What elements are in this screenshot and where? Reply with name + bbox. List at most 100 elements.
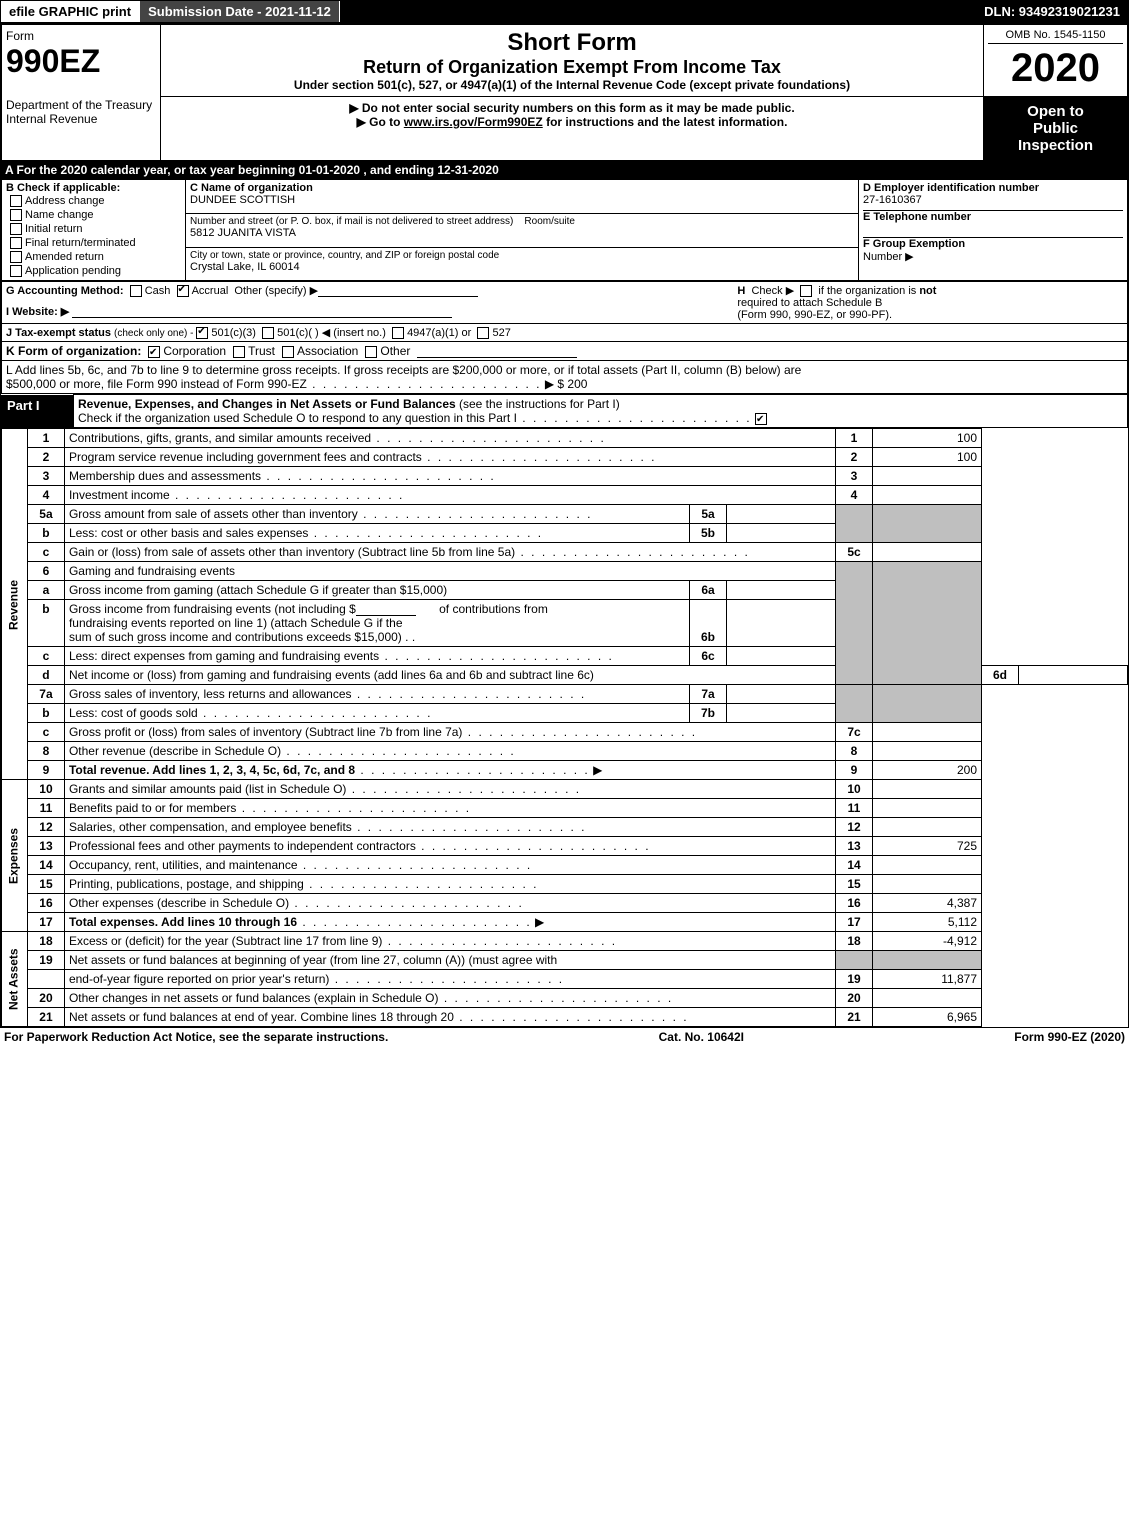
section-c-label: C Name of organization (190, 182, 854, 194)
section-l: L Add lines 5b, 6c, and 7b to line 9 to … (1, 361, 1128, 394)
other-org-input[interactable] (417, 345, 577, 358)
l2-amt: 100 (873, 448, 982, 467)
l8-amt (873, 742, 982, 761)
line-21: 21 Net assets or fund balances at end of… (2, 1008, 1128, 1027)
check-other-org[interactable] (365, 346, 377, 358)
l10-ref: 10 (836, 780, 873, 799)
section-k-label: K Form of organization: (6, 344, 141, 358)
check-accrual[interactable] (177, 285, 189, 297)
section-g-h: G Accounting Method: Cash Accrual Other … (1, 281, 1128, 324)
org-info-block: B Check if applicable: Address change Na… (1, 179, 1128, 281)
h-check-text: Check ▶ (751, 285, 794, 297)
part1-title: Revenue, Expenses, and Changes in Net As… (78, 397, 456, 411)
part1-label: Part I (1, 395, 74, 428)
part1-header: Part I Revenue, Expenses, and Changes in… (1, 394, 1128, 428)
l6b-t3: fundraising events reported on line 1) (… (69, 616, 685, 630)
check-amended-return[interactable]: Amended return (6, 250, 181, 264)
check-527[interactable] (477, 327, 489, 339)
l16-amt: 4,387 (873, 894, 982, 913)
section-g-label: G Accounting Method: (6, 285, 124, 297)
l6a-ref: 6a (690, 581, 727, 600)
l15-num: 15 (27, 875, 64, 894)
l6b-num: b (27, 600, 64, 647)
check-initial-return[interactable]: Initial return (6, 222, 181, 236)
check-schedule-o[interactable] (755, 413, 767, 425)
l18-amt: -4,912 (873, 932, 982, 951)
l11-num: 11 (27, 799, 64, 818)
l7b-text: Less: cost of goods sold (69, 706, 198, 720)
l5a-text: Gross amount from sale of assets other t… (69, 507, 358, 521)
check-address-change[interactable]: Address change (6, 194, 181, 208)
l7c-amt (873, 723, 982, 742)
form-word: Form (6, 29, 156, 43)
goto-link-line: ▶ Go to www.irs.gov/Form990EZ for instru… (169, 115, 975, 129)
check-final-return[interactable]: Final return/terminated (6, 236, 181, 250)
l4-amt (873, 486, 982, 505)
l2-num: 2 (27, 448, 64, 467)
l13-ref: 13 (836, 837, 873, 856)
l6b-blank[interactable] (356, 603, 416, 616)
l-dots (307, 377, 542, 391)
irs-link[interactable]: www.irs.gov/Form990EZ (404, 115, 543, 129)
check-association[interactable] (282, 346, 294, 358)
opt-initial-return: Initial return (25, 223, 82, 235)
l6-text: Gaming and fundraising events (64, 562, 835, 581)
l14-ref: 14 (836, 856, 873, 875)
website-input[interactable] (72, 305, 452, 318)
other-specify-input[interactable] (318, 284, 478, 297)
line-9: 9 Total revenue. Add lines 1, 2, 3, 4, 5… (2, 761, 1128, 780)
l-amount: ▶ $ 200 (545, 377, 588, 391)
short-form-title: Short Form (169, 29, 975, 57)
check-4947[interactable] (392, 327, 404, 339)
l8-text: Other revenue (describe in Schedule O) (69, 744, 281, 758)
part1-check-line: Check if the organization used Schedule … (78, 411, 517, 425)
opt-4947: 4947(a)(1) or (407, 327, 471, 339)
l16-ref: 16 (836, 894, 873, 913)
l13-num: 13 (27, 837, 64, 856)
line-19b: end-of-year figure reported on prior yea… (2, 970, 1128, 989)
ein-value: 27-1610367 (863, 194, 1123, 206)
l21-ref: 21 (836, 1008, 873, 1027)
l20-num: 20 (27, 989, 64, 1008)
check-application-pending[interactable]: Application pending (6, 264, 181, 278)
lines-table: Revenue 1 Contributions, gifts, grants, … (1, 428, 1128, 1027)
line-15: 15 Printing, publications, postage, and … (2, 875, 1128, 894)
check-501c3[interactable] (196, 327, 208, 339)
section-e-label: E Telephone number (863, 210, 1123, 223)
l12-text: Salaries, other compensation, and employ… (69, 820, 352, 834)
l4-num: 4 (27, 486, 64, 505)
l6d-num: d (27, 666, 64, 685)
l8-num: 8 (27, 742, 64, 761)
line-7a: 7a Gross sales of inventory, less return… (2, 685, 1128, 704)
l7b-ref: 7b (690, 704, 727, 723)
part1-dots (517, 411, 752, 425)
footer-left: For Paperwork Reduction Act Notice, see … (4, 1030, 388, 1044)
check-corporation[interactable] (148, 346, 160, 358)
l6d-text: Net income or (loss) from gaming and fun… (64, 666, 835, 685)
check-501c[interactable] (262, 327, 274, 339)
opt-527: 527 (492, 327, 510, 339)
efile-print-button[interactable]: efile GRAPHIC print (1, 1, 140, 22)
check-h[interactable] (800, 285, 812, 297)
h-text3: required to attach Schedule B (737, 297, 1123, 309)
footer-right-bold: 990-EZ (1048, 1030, 1087, 1044)
l11-text: Benefits paid to or for members (69, 801, 236, 815)
check-cash[interactable] (130, 285, 142, 297)
check-trust[interactable] (233, 346, 245, 358)
l12-num: 12 (27, 818, 64, 837)
l3-amt (873, 467, 982, 486)
open-line1: Open to (988, 103, 1123, 120)
j-small: (check only one) - (114, 328, 196, 339)
section-f-label: F Group Exemption (863, 237, 1123, 250)
check-name-change[interactable]: Name change (6, 208, 181, 222)
l6b-ref: 6b (690, 600, 727, 647)
l5b-ref: 5b (690, 524, 727, 543)
line-2: 2 Program service revenue including gove… (2, 448, 1128, 467)
street-label-text: Number and street (or P. O. box, if mail… (190, 216, 513, 227)
l6a-num: a (27, 581, 64, 600)
l13-amt: 725 (873, 837, 982, 856)
l11-ref: 11 (836, 799, 873, 818)
opt-501c: 501(c)( ) ◀ (insert no.) (277, 327, 386, 339)
ssn-warning: Do not enter social security numbers on … (169, 101, 975, 115)
line-18: Net Assets 18 Excess or (deficit) for th… (2, 932, 1128, 951)
